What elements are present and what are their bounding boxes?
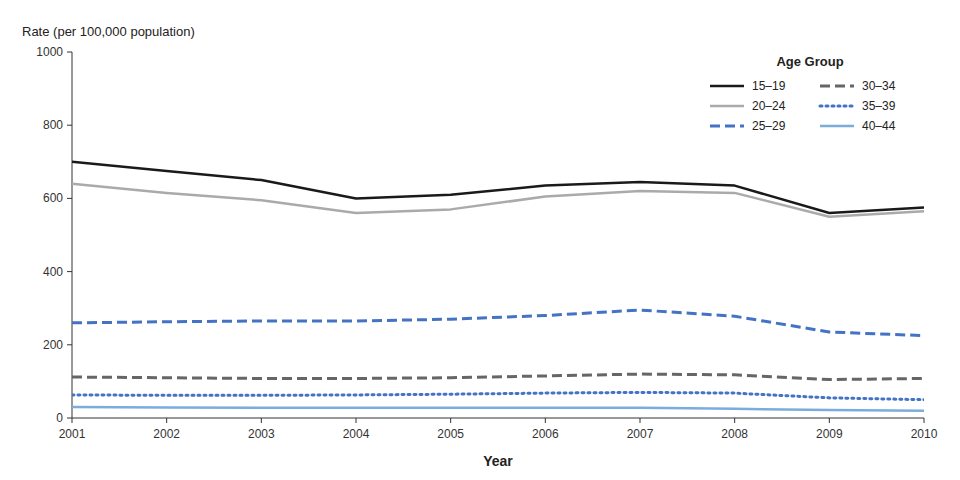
x-tick bbox=[166, 418, 167, 423]
y-tick bbox=[67, 125, 72, 126]
y-tick-label: 400 bbox=[43, 265, 63, 279]
legend-item: 15–19 bbox=[710, 79, 786, 93]
y-axis-line bbox=[72, 52, 73, 418]
x-tick-label: 2003 bbox=[248, 427, 275, 441]
y-tick-label: 0 bbox=[56, 411, 63, 425]
x-tick-label: 2010 bbox=[911, 427, 938, 441]
y-axis-label: Rate (per 100,000 population) bbox=[22, 24, 195, 39]
y-tick bbox=[67, 52, 72, 53]
y-tick bbox=[67, 271, 72, 272]
y-tick bbox=[67, 198, 72, 199]
x-tick-label: 2006 bbox=[532, 427, 559, 441]
lines bbox=[72, 162, 924, 411]
y-tick bbox=[67, 344, 72, 345]
series-line bbox=[72, 184, 924, 217]
series-line bbox=[72, 162, 924, 213]
x-tick-label: 2009 bbox=[816, 427, 843, 441]
x-tick-label: 2004 bbox=[343, 427, 370, 441]
series-line bbox=[72, 374, 924, 379]
x-tick bbox=[261, 418, 262, 423]
y-tick-label: 1000 bbox=[36, 45, 63, 59]
legend-swatch bbox=[820, 85, 854, 88]
legend-item: 40–44 bbox=[820, 119, 896, 133]
legend-swatch bbox=[710, 105, 744, 108]
legend-swatch bbox=[820, 105, 854, 108]
x-tick bbox=[72, 418, 73, 423]
legend-swatch bbox=[710, 85, 744, 88]
legend-label: 40–44 bbox=[862, 119, 896, 133]
legend-item: 20–24 bbox=[710, 99, 786, 113]
x-tick bbox=[450, 418, 451, 423]
legend-swatch bbox=[820, 125, 854, 128]
legend-label: 30–34 bbox=[862, 79, 896, 93]
x-tick bbox=[734, 418, 735, 423]
x-tick-label: 2002 bbox=[153, 427, 180, 441]
x-axis-label: Year bbox=[483, 453, 513, 469]
legend-label: 25–29 bbox=[752, 119, 786, 133]
y-tick-label: 200 bbox=[43, 338, 63, 352]
series-line bbox=[72, 407, 924, 411]
legend-label: 15–19 bbox=[752, 79, 786, 93]
y-tick-label: 600 bbox=[43, 191, 63, 205]
legend-swatch bbox=[710, 125, 744, 128]
background bbox=[0, 0, 960, 480]
x-tick-label: 2007 bbox=[627, 427, 654, 441]
x-tick bbox=[356, 418, 357, 423]
chart: 0 200 400 600 800 1000 2001 2002 2003 2004 2005 200… bbox=[0, 0, 960, 480]
y-tick-label: 800 bbox=[43, 118, 63, 132]
legend-label: 35–39 bbox=[862, 99, 896, 113]
x-tick bbox=[640, 418, 641, 423]
x-tick-label: 2001 bbox=[59, 427, 86, 441]
axes: 0 200 400 600 800 1000 2001 2002 2003 2004 2005 200… bbox=[36, 45, 937, 441]
legend-title: Age Group bbox=[776, 54, 843, 69]
series-line bbox=[72, 392, 924, 399]
legend: Age Group 15–19 20–24 25–29 30–34 35–39 40–44 bbox=[710, 54, 896, 133]
x-tick-label: 2005 bbox=[437, 427, 464, 441]
legend-label: 20–24 bbox=[752, 99, 786, 113]
x-tick-label: 2008 bbox=[721, 427, 748, 441]
x-tick bbox=[924, 418, 925, 423]
x-tick bbox=[829, 418, 830, 423]
y-tick bbox=[67, 418, 72, 419]
legend-item: 30–34 bbox=[820, 79, 896, 93]
legend-item: 25–29 bbox=[710, 119, 786, 133]
x-axis-line bbox=[72, 418, 924, 419]
series-line bbox=[72, 310, 924, 336]
x-tick bbox=[545, 418, 546, 423]
legend-item: 35–39 bbox=[820, 99, 896, 113]
